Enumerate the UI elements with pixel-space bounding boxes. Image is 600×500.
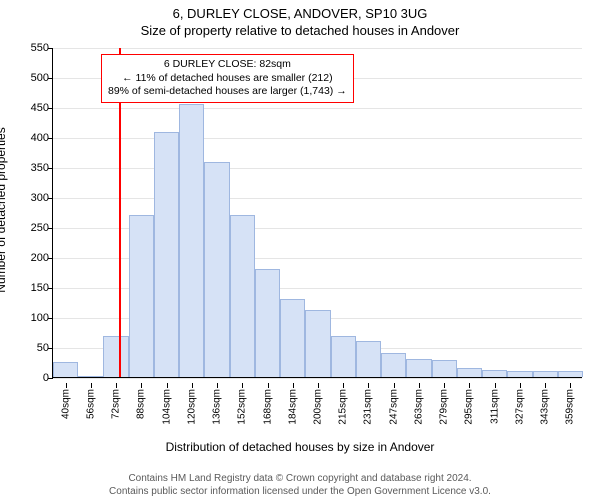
y-tick-label: 450: [21, 102, 49, 114]
x-tick-label: 231sqm: [363, 389, 374, 425]
x-tick-mark: [545, 383, 546, 388]
x-tick-mark: [495, 383, 496, 388]
x-ticks-layer: 40sqm56sqm72sqm88sqm104sqm120sqm136sqm15…: [53, 48, 582, 377]
x-tick-mark: [242, 383, 243, 388]
y-tick-label: 200: [21, 252, 49, 264]
y-tick-label: 350: [21, 162, 49, 174]
x-tick-mark: [268, 383, 269, 388]
x-tick-label: 152sqm: [237, 389, 248, 425]
x-tick-label: 311sqm: [489, 389, 500, 424]
footer-line1: Contains HM Land Registry data © Crown c…: [0, 473, 600, 486]
x-tick-label: 263sqm: [413, 389, 424, 425]
x-tick-mark: [394, 383, 395, 388]
x-tick-label: 247sqm: [388, 389, 399, 425]
y-axis-label: Number of detached properties: [0, 127, 8, 292]
x-tick-label: 343sqm: [540, 389, 551, 425]
x-tick-label: 136sqm: [212, 389, 223, 425]
x-tick-label: 184sqm: [287, 389, 298, 425]
y-tick-label: 0: [21, 372, 49, 384]
x-tick-label: 295sqm: [464, 389, 475, 425]
x-tick-label: 359sqm: [565, 389, 576, 425]
x-tick-mark: [469, 383, 470, 388]
y-tick-label: 50: [21, 342, 49, 354]
x-tick-mark: [570, 383, 571, 388]
x-tick-mark: [520, 383, 521, 388]
x-tick-mark: [419, 383, 420, 388]
x-tick-label: 104sqm: [161, 389, 172, 425]
x-tick-mark: [91, 383, 92, 388]
x-tick-mark: [444, 383, 445, 388]
x-tick-mark: [217, 383, 218, 388]
x-tick-mark: [293, 383, 294, 388]
x-tick-label: 200sqm: [313, 389, 324, 425]
page-title-line2: Size of property relative to detached ho…: [0, 21, 600, 38]
x-tick-label: 40sqm: [60, 389, 71, 419]
x-tick-mark: [116, 383, 117, 388]
x-tick-label: 120sqm: [186, 389, 197, 425]
x-tick-mark: [192, 383, 193, 388]
x-tick-mark: [368, 383, 369, 388]
x-axis-label: Distribution of detached houses by size …: [0, 440, 600, 454]
x-tick-mark: [141, 383, 142, 388]
y-tick-label: 400: [21, 132, 49, 144]
footer-line2: Contains public sector information licen…: [0, 486, 600, 499]
gridline: [53, 378, 582, 379]
x-tick-mark: [318, 383, 319, 388]
y-tick-label: 100: [21, 312, 49, 324]
plot-region: 6 DURLEY CLOSE: 82sqm ← 11% of detached …: [52, 48, 582, 378]
x-tick-label: 215sqm: [338, 389, 349, 425]
x-tick-mark: [343, 383, 344, 388]
y-tick-label: 550: [21, 42, 49, 54]
y-tick-label: 300: [21, 192, 49, 204]
x-tick-label: 168sqm: [262, 389, 273, 425]
chart-area: 6 DURLEY CLOSE: 82sqm ← 11% of detached …: [52, 48, 582, 418]
x-tick-label: 72sqm: [111, 389, 122, 419]
x-tick-label: 279sqm: [439, 389, 450, 425]
page-title-line1: 6, DURLEY CLOSE, ANDOVER, SP10 3UG: [0, 0, 600, 21]
x-tick-label: 56sqm: [85, 389, 96, 419]
x-tick-mark: [66, 383, 67, 388]
x-tick-label: 88sqm: [136, 389, 147, 419]
x-tick-label: 327sqm: [514, 389, 525, 425]
footer-attribution: Contains HM Land Registry data © Crown c…: [0, 473, 600, 498]
x-tick-mark: [167, 383, 168, 388]
y-tick-label: 150: [21, 282, 49, 294]
y-tick-label: 500: [21, 72, 49, 84]
y-tick-label: 250: [21, 222, 49, 234]
